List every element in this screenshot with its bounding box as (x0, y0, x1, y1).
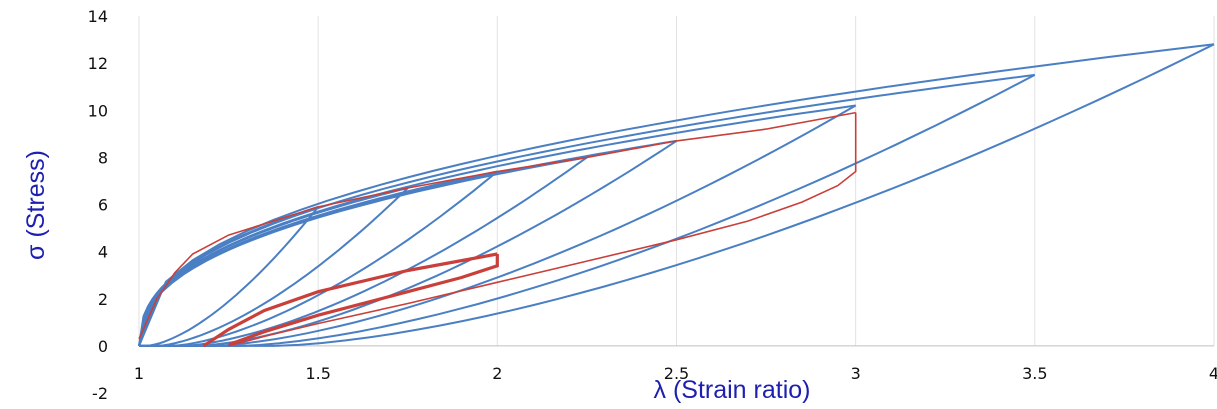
x-tick-label: 2.5 (664, 364, 689, 383)
tick-labels: 14 12 10 8 6 4 2 0 -2 1 1.5 2 2.5 3 3.5 4 (88, 7, 1217, 403)
x-tick-label: 3 (851, 364, 861, 383)
series-5-envelope-line (138, 139, 677, 347)
y-tick-label: 12 (88, 54, 108, 73)
series-8-envelope-line (138, 43, 1215, 347)
curve-series (138, 43, 1215, 348)
x-tick-label: 1.5 (305, 364, 330, 383)
series-1-loading-line (146, 206, 319, 347)
red-envelope-line (138, 111, 856, 340)
y-tick-label: 10 (88, 101, 108, 120)
y-tick-label: 2 (98, 290, 108, 309)
x-tick-label: 3.5 (1022, 364, 1047, 383)
grid-lines (138, 16, 1215, 347)
series-6-loading-line (210, 104, 857, 347)
series-7-envelope-line (138, 73, 1035, 347)
x-axis-title: λ (Strain ratio) (654, 376, 811, 404)
y-tick-label: 14 (88, 7, 108, 26)
y-tick-label: 0 (98, 337, 108, 356)
y-tick-label: 8 (98, 148, 108, 167)
y-tick-label: 4 (98, 243, 108, 262)
x-tick-label: 2 (492, 364, 502, 383)
red-loop-load-line (202, 252, 498, 348)
series-8-loading-line (275, 43, 1215, 347)
red-unload-line (228, 112, 857, 347)
x-tick-label: 1 (134, 364, 144, 383)
y-tick-label: 6 (98, 196, 108, 215)
y-tick-label: -2 (92, 384, 108, 403)
red-loop-unload-line (228, 254, 499, 347)
series-7-loading-line (239, 74, 1036, 347)
series-4-loading-line (181, 156, 588, 347)
series-6-envelope-line (138, 104, 856, 347)
x-tick-label: 4 (1209, 364, 1217, 383)
y-axis-title: σ (Stress) (22, 150, 50, 260)
series-2-loading-line (156, 187, 409, 347)
